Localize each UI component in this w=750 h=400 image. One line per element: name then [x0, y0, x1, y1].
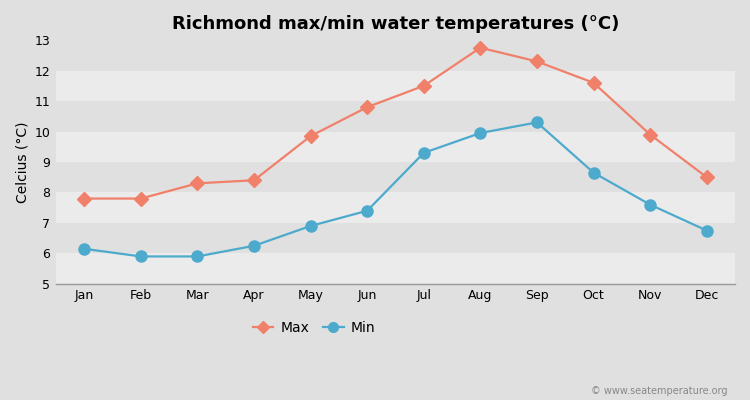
Min [646, 202, 655, 207]
Text: © www.seatemperature.org: © www.seatemperature.org [591, 386, 728, 396]
Min [306, 224, 315, 228]
Y-axis label: Celcius (°C): Celcius (°C) [15, 121, 29, 203]
Min [589, 170, 598, 175]
Min [363, 208, 372, 213]
Min [136, 254, 146, 259]
Title: Richmond max/min water temperatures (°C): Richmond max/min water temperatures (°C) [172, 15, 620, 33]
Line: Min: Min [79, 117, 712, 262]
Legend: Max, Min: Max, Min [247, 315, 381, 340]
Bar [56, 192, 735, 223]
Bar [56, 253, 735, 284]
Bar [56, 101, 735, 132]
Max [363, 105, 372, 110]
Max [476, 45, 484, 50]
Line: Max: Max [80, 43, 712, 204]
Bar [56, 70, 735, 101]
Max [306, 134, 315, 138]
Max [702, 175, 711, 180]
Min [532, 120, 542, 125]
Min [702, 228, 711, 233]
Max [250, 178, 259, 183]
Max [136, 196, 146, 201]
Min [419, 150, 428, 155]
Min [193, 254, 202, 259]
Bar [56, 132, 735, 162]
Bar [56, 162, 735, 192]
Max [646, 132, 655, 137]
Max [419, 84, 428, 88]
Max [532, 59, 542, 64]
Max [589, 80, 598, 85]
Min [250, 243, 259, 248]
Bar [56, 40, 735, 70]
Bar [56, 223, 735, 253]
Max [193, 181, 202, 186]
Min [80, 246, 88, 251]
Min [476, 131, 484, 136]
Max [80, 196, 88, 201]
